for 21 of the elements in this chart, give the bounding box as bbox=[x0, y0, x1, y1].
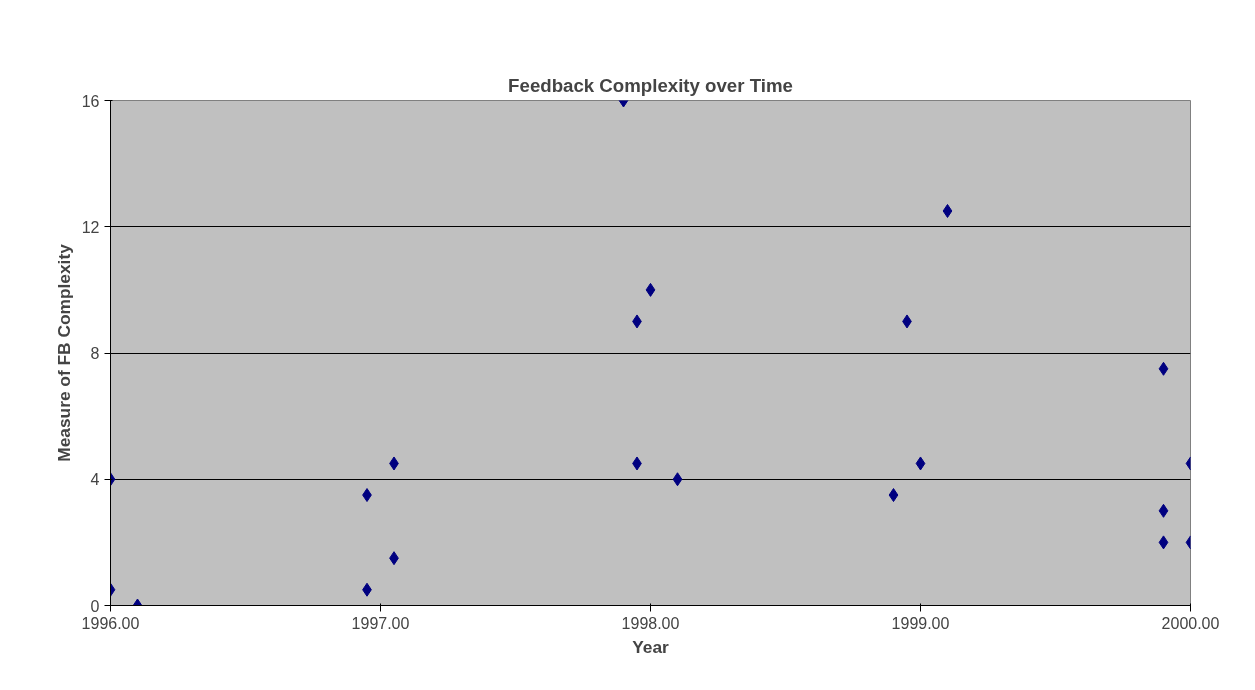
x-tick-label: 1999.00 bbox=[891, 614, 950, 632]
x-tick-label: 2000.00 bbox=[1161, 614, 1220, 632]
point bbox=[915, 456, 926, 471]
point bbox=[672, 472, 683, 487]
y-tick-label: 8 bbox=[90, 345, 100, 362]
point bbox=[1158, 361, 1169, 376]
point bbox=[942, 203, 953, 218]
y-tick-label: 0 bbox=[90, 597, 100, 615]
y-tick-label: 12 bbox=[81, 218, 100, 236]
x-tick-label: 1996.00 bbox=[81, 614, 140, 632]
y-tick-label: 4 bbox=[90, 471, 100, 489]
y-tick-label: 16 bbox=[81, 92, 100, 110]
x-axis-title: Year bbox=[632, 636, 670, 657]
chart-title: Feedback Complexity over Time bbox=[508, 74, 793, 96]
point bbox=[645, 282, 656, 297]
x-tick-label: 1997.00 bbox=[351, 614, 410, 632]
y-axis-title: Measure of FB Complexity bbox=[53, 243, 74, 462]
point bbox=[888, 488, 899, 503]
x-tick-label: 1998.00 bbox=[621, 614, 680, 632]
point bbox=[1158, 535, 1169, 550]
point bbox=[1158, 503, 1169, 518]
